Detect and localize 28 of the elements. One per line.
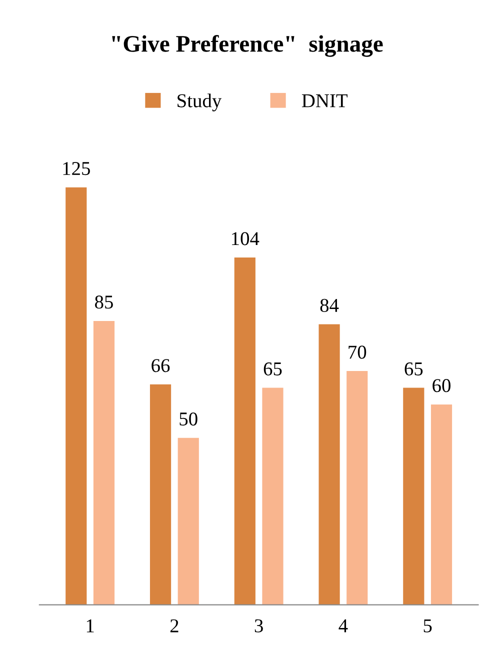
legend-label: DNIT [302,94,348,108]
x-tick-label: 2 [170,619,178,632]
bar [346,371,368,605]
data-label: 66 [152,359,170,372]
bar [66,187,87,605]
bar [178,438,199,605]
data-label: 65 [404,362,423,376]
x-tick-label: 4 [338,619,348,632]
data-label: 70 [348,346,366,359]
data-label: 104 [232,232,260,246]
bar [234,258,256,605]
bar [262,388,284,605]
data-label: 125 [63,162,90,176]
bar [93,320,115,605]
chart-title: "Give Preference" signage [112,35,383,57]
bar [403,388,424,605]
data-label: 50 [180,412,198,426]
bar [150,384,172,605]
data-label: 84 [320,298,339,312]
x-tick-label: 5 [424,619,432,632]
x-tick-label: 3 [254,619,263,632]
bar [318,324,340,605]
data-label: 65 [264,362,282,376]
data-label: 60 [432,379,450,392]
legend-label: Study [178,94,222,112]
bar [430,404,452,605]
data-label: 85 [95,296,113,309]
x-tick-label: 1 [86,619,94,632]
